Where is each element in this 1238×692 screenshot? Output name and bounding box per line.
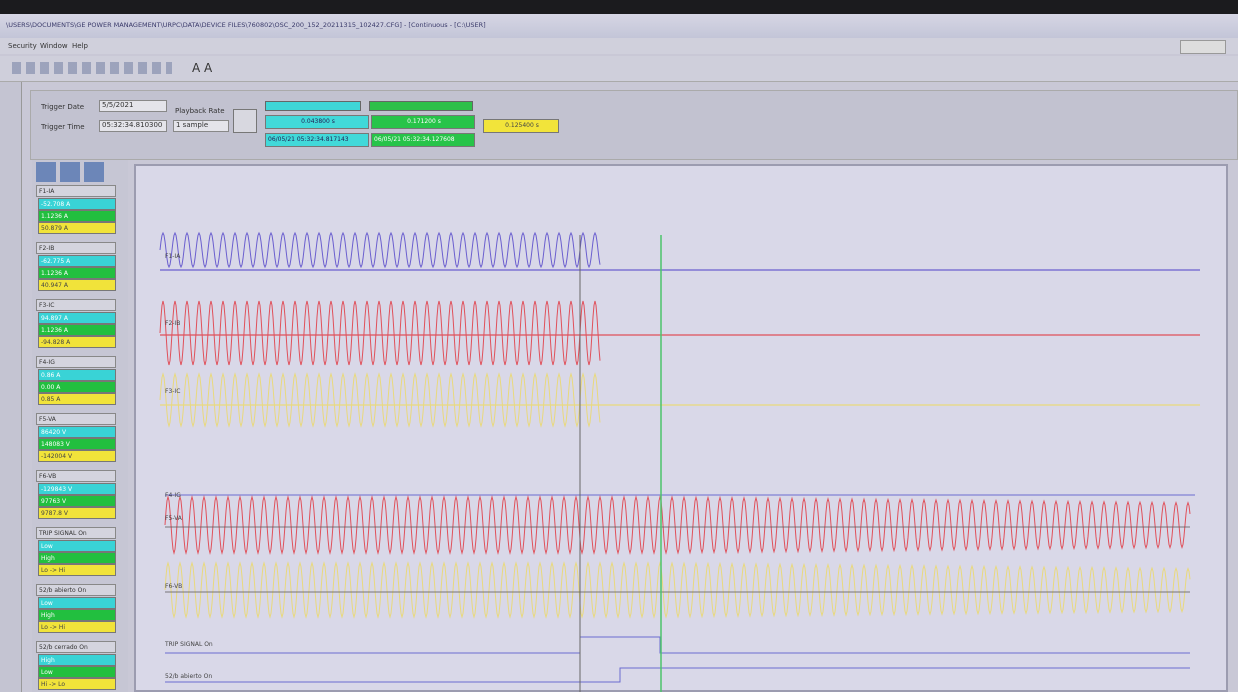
channel-value: 50.879 A <box>38 222 116 234</box>
channel-name[interactable]: F4-IG <box>36 356 116 368</box>
title-bar: \USERS\DOCUMENTS\GE POWER MANAGEMENT\URP… <box>0 14 1238 38</box>
channel-value: Hi -> Lo <box>38 678 116 690</box>
cursor-delta: 0.125400 s <box>483 119 559 133</box>
trace-label: TRIP SIGNAL On <box>164 641 213 648</box>
cursor2-time: 0.171200 s <box>371 115 475 129</box>
menu-item[interactable]: Security <box>8 42 37 50</box>
digital-trace <box>165 667 1190 683</box>
menu-item[interactable]: Help <box>72 42 88 50</box>
toolbar: A A <box>0 56 1238 82</box>
menu-item[interactable]: Window <box>40 42 68 50</box>
trace-label: F4-IG <box>165 492 181 499</box>
channel-value: High <box>38 654 116 666</box>
channel-value: -142004 V <box>38 450 116 462</box>
cursor1-stamp: 06/05/21 05:32:34.817143 <box>265 133 369 147</box>
menu-bar: Security Window Help <box>0 38 1238 54</box>
channel-name[interactable]: 52/b abierto On <box>36 584 116 596</box>
channel-value: -129843 V <box>38 483 116 495</box>
channel-panel: F1-IA -52.708 A 1.1236 A 50.879 A F2-IB -62.7… <box>32 160 128 692</box>
channel-value: Low <box>38 540 116 552</box>
waveform <box>164 495 1191 555</box>
cursor-slider[interactable] <box>369 101 473 111</box>
waveform <box>159 372 601 428</box>
channel-name[interactable]: F5-VA <box>36 413 116 425</box>
channel-tools[interactable] <box>36 162 108 182</box>
trace-label: F2-IB <box>165 320 180 327</box>
digital-trace <box>165 636 1190 654</box>
cursor1-time: 0.043800 s <box>265 115 369 129</box>
bezel <box>0 0 1238 14</box>
channel-name[interactable]: TRIP SIGNAL On <box>36 527 116 539</box>
channel-value: 9787.8 V <box>38 507 116 519</box>
channel-value: 1.1236 A <box>38 210 116 222</box>
waveform <box>159 300 601 366</box>
label: Trigger Date <box>41 103 85 111</box>
channel-value: Lo -> Hi <box>38 621 116 633</box>
trace-label: 52/b abierto On <box>165 673 212 680</box>
channel-value: Low <box>38 597 116 609</box>
label: Playback Rate <box>175 107 225 115</box>
channel-value: 148083 V <box>38 438 116 450</box>
channel-value: 1.1236 A <box>38 267 116 279</box>
channel-value: Low <box>38 666 116 678</box>
channel-name[interactable]: F3-IC <box>36 299 116 311</box>
channel-value: 0.00 A <box>38 381 116 393</box>
channel-value: Lo -> Hi <box>38 564 116 576</box>
channel-value: 40.947 A <box>38 279 116 291</box>
channel-value: 0.86 A <box>38 369 116 381</box>
channel-value: 97763 V <box>38 495 116 507</box>
field[interactable]: 5/5/2021 <box>99 100 167 112</box>
channel-name[interactable]: F1-IA <box>36 185 116 197</box>
dropdown[interactable]: 1 sample <box>173 120 229 132</box>
channel-value: -94.828 A <box>38 336 116 348</box>
channel-value: High <box>38 609 116 621</box>
cursor2-stamp: 06/05/21 05:32:34.127608 <box>371 133 475 147</box>
trace-label: F3-IC <box>165 388 180 395</box>
channel-name[interactable]: 52/b cerrado On <box>36 641 116 653</box>
toolbar-text[interactable]: A A <box>192 61 213 75</box>
cursor-button[interactable] <box>233 109 257 133</box>
waveform <box>164 561 1191 619</box>
channel-value: 86420 V <box>38 426 116 438</box>
channel-value: -62.775 A <box>38 255 116 267</box>
cursor-slider[interactable] <box>265 101 361 111</box>
trace-label: F6-VB <box>165 583 182 590</box>
waveform <box>159 231 601 269</box>
channel-value: -52.708 A <box>38 198 116 210</box>
channel-name[interactable]: F2-IB <box>36 242 116 254</box>
window-controls[interactable] <box>1180 40 1226 54</box>
title-text: \USERS\DOCUMENTS\GE POWER MANAGEMENT\URP… <box>6 21 486 29</box>
field[interactable]: 05:32:34.810300 <box>99 120 167 132</box>
trace-label: F5-VA <box>165 515 183 522</box>
label: Trigger Time <box>41 123 85 131</box>
channel-value: 0.85 A <box>38 393 116 405</box>
channel-name[interactable]: F6-VB <box>36 470 116 482</box>
channel-value: 1.1236 A <box>38 324 116 336</box>
channel-value: High <box>38 552 116 564</box>
trace-label: F1-IA <box>165 253 181 260</box>
toolbar-icons[interactable] <box>12 62 172 74</box>
channel-value: 94.897 A <box>38 312 116 324</box>
side-strip <box>0 82 22 692</box>
